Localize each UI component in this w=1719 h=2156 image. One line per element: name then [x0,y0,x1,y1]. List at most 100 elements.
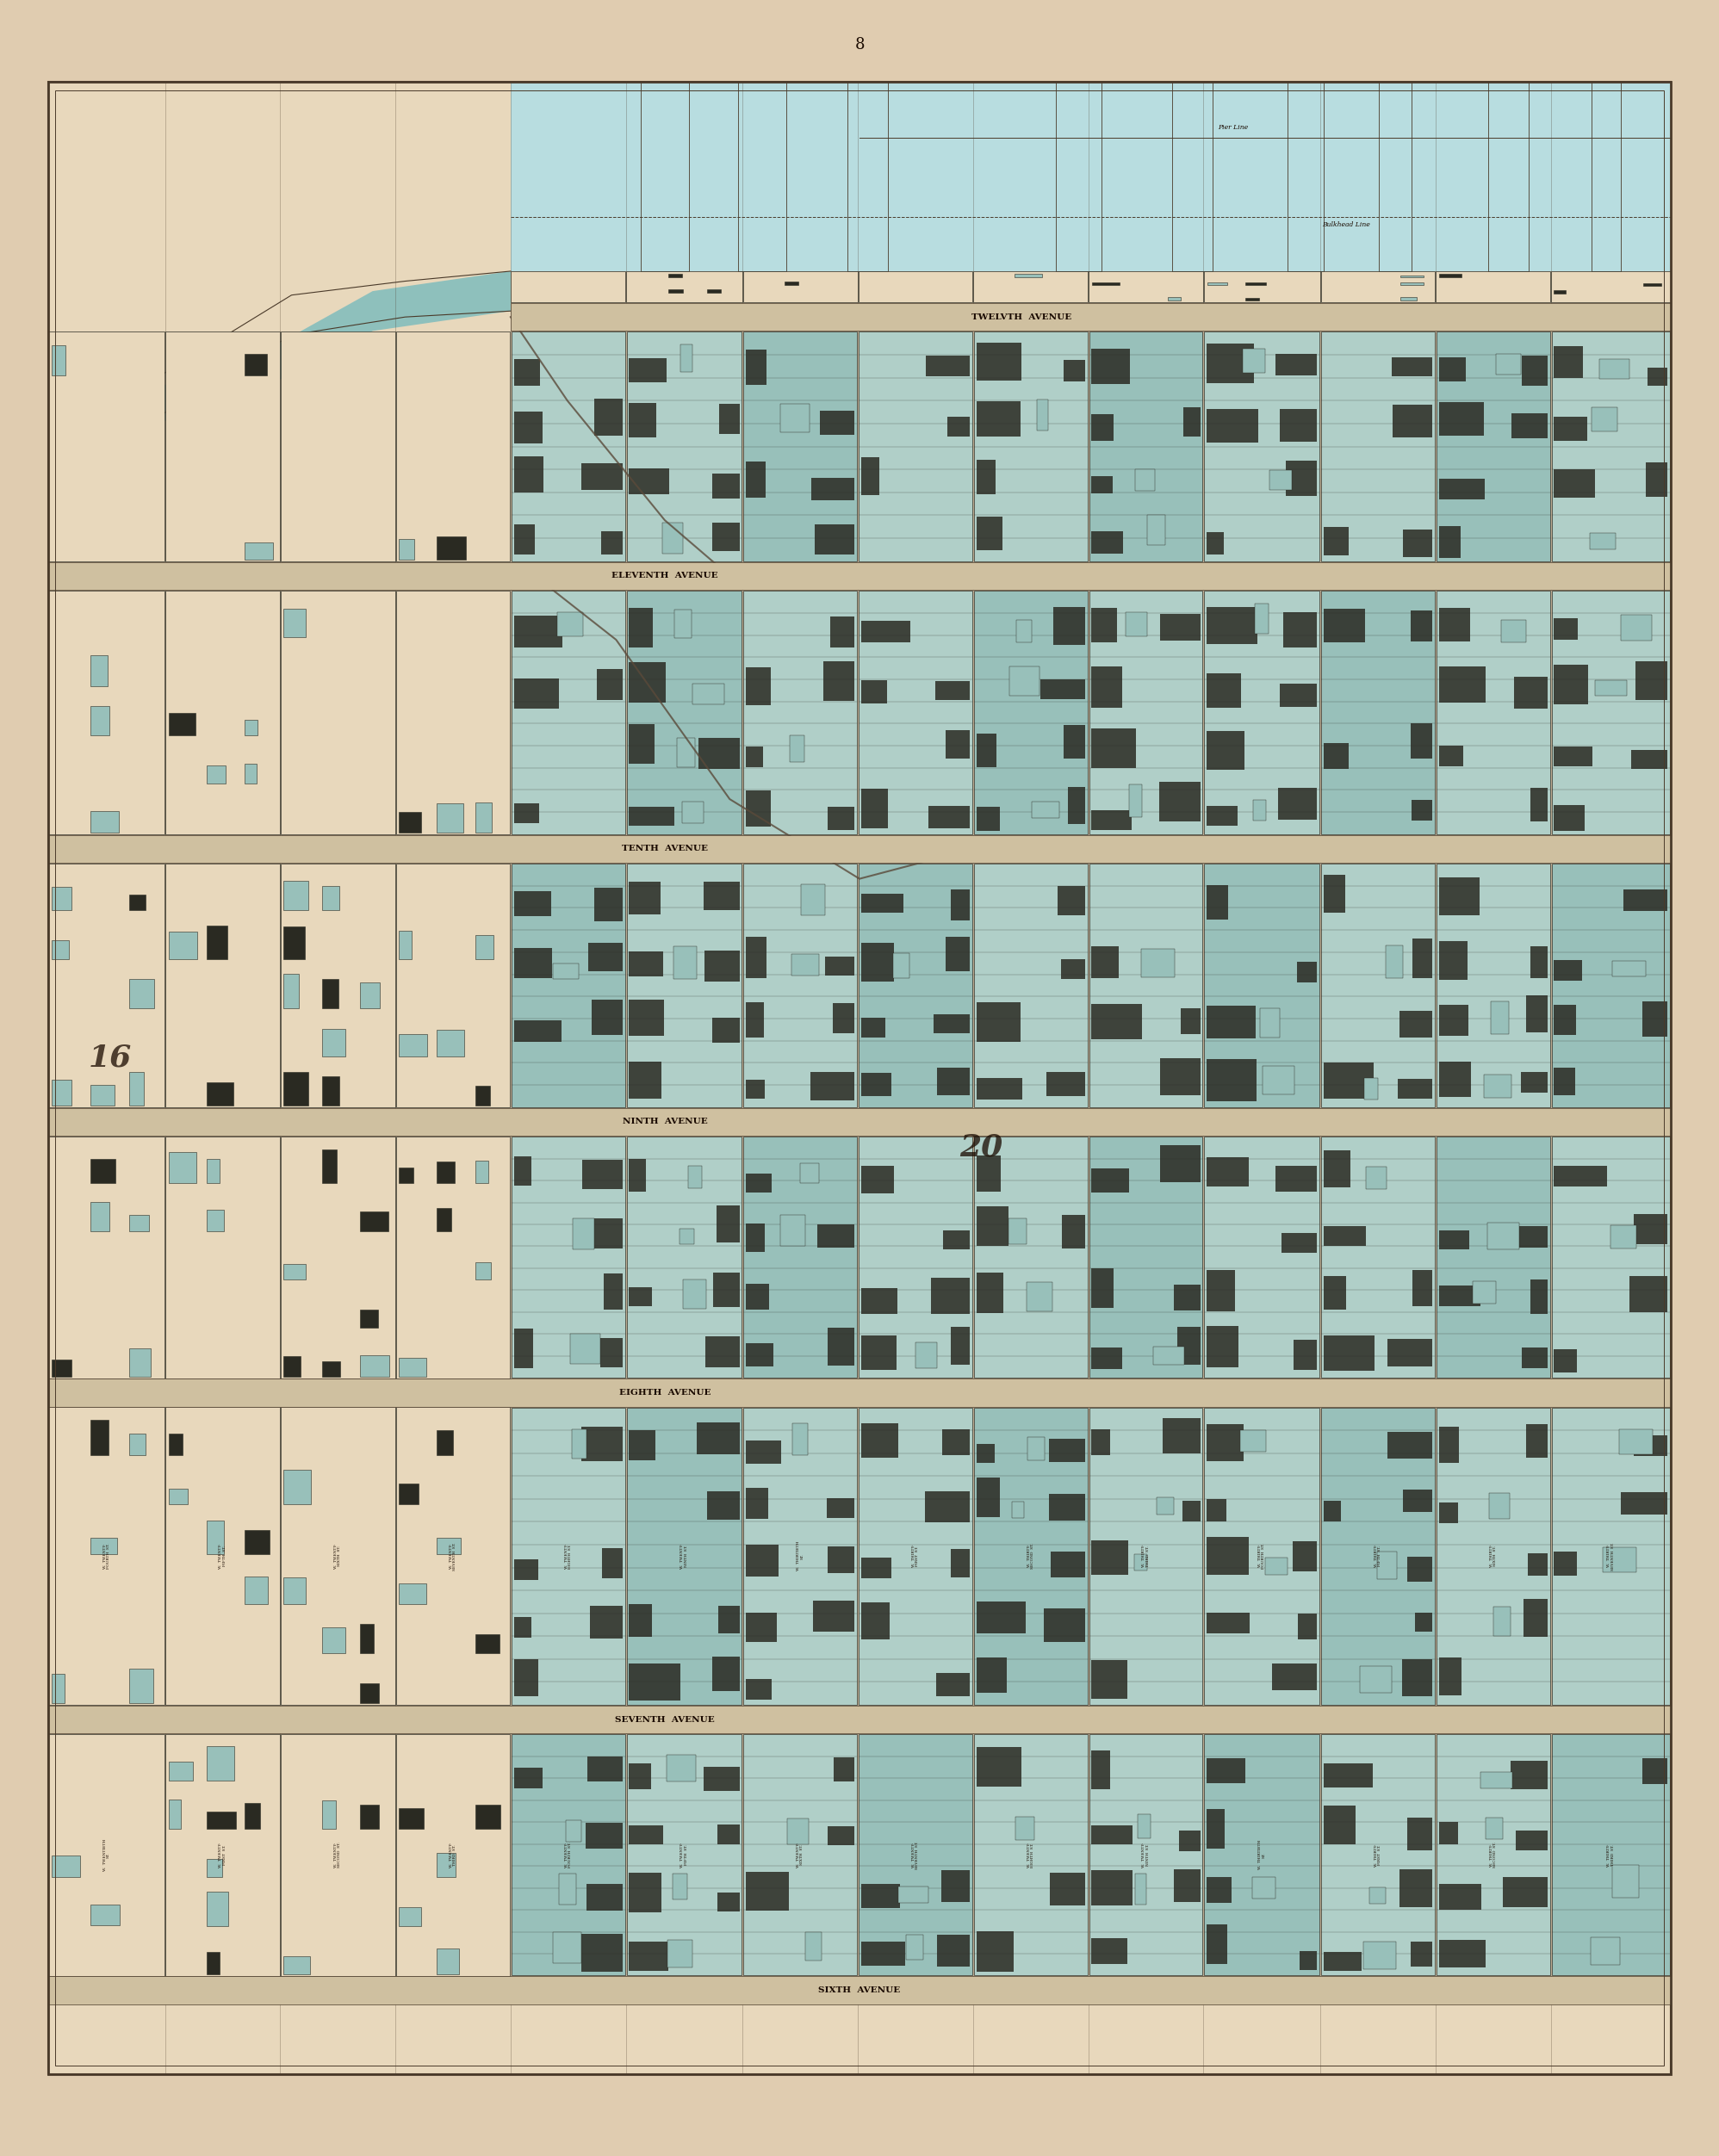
Bar [129,1216,150,1231]
Bar [1043,1608,1085,1643]
Bar [976,1445,995,1464]
Bar [48,563,1671,591]
Bar [280,591,395,834]
Bar [1207,1757,1246,1783]
Bar [746,1871,789,1910]
Bar [1126,612,1147,636]
Bar [746,938,767,979]
Bar [1092,414,1114,440]
Bar [206,925,227,959]
Bar [514,1660,538,1697]
Bar [1437,1408,1551,1705]
Bar [1602,1548,1636,1572]
Bar [746,1680,772,1699]
Bar [1014,274,1042,278]
Bar [514,1768,541,1787]
Bar [1437,1136,1551,1378]
Bar [399,1358,426,1376]
Bar [945,938,970,970]
Bar [91,1084,115,1106]
Bar [975,1408,1088,1705]
Bar [280,1136,395,1378]
Bar [817,1225,854,1248]
Bar [789,735,804,761]
Bar [52,886,72,910]
Bar [165,1136,280,1378]
Bar [244,354,266,375]
Bar [1262,1067,1294,1095]
Text: W.  THIRTY-
SECOND  ST.: W. THIRTY- SECOND ST. [1028,1544,1035,1570]
Bar [1320,272,1435,302]
Bar [284,1578,306,1604]
Bar [860,591,973,834]
Bar [1012,1503,1025,1518]
Bar [284,608,306,638]
Bar [1439,746,1463,768]
Bar [951,1328,970,1365]
Bar [1207,1809,1226,1848]
Bar [1363,1940,1396,1968]
Bar [1293,1542,1317,1572]
Bar [1643,282,1661,285]
Bar [861,457,880,494]
Bar [1521,1072,1547,1093]
Bar [1160,1145,1200,1181]
Bar [1092,1938,1128,1964]
Bar [629,951,664,977]
Bar [1483,1074,1511,1097]
Bar [1611,1225,1636,1248]
Bar [1157,1498,1174,1516]
Text: W.  TWENTY-
NINTH  ST.: W. TWENTY- NINTH ST. [681,1544,688,1570]
Bar [1386,946,1403,979]
Bar [744,865,858,1106]
Bar [1246,298,1260,300]
Bar [1207,1925,1227,1964]
Bar [746,1003,763,1037]
Bar [823,662,854,701]
Bar [165,862,280,1108]
Bar [801,1162,820,1184]
Bar [206,1082,234,1106]
Bar [514,412,541,444]
Bar [1205,865,1320,1106]
Bar [1090,332,1203,561]
Bar [976,1078,1023,1100]
Bar [1635,1436,1667,1455]
Text: W.  TWENTY-
SIXTH  ST.: W. TWENTY- SIXTH ST. [333,1544,342,1570]
Bar [52,1080,70,1106]
Text: SIXTH  AVENUE: SIXTH AVENUE [818,1986,901,1994]
Bar [827,1498,854,1518]
Bar [1411,610,1432,642]
Bar [1554,619,1578,640]
Text: TWELVTH  AVENUE: TWELVTH AVENUE [971,313,1073,321]
Bar [1399,298,1416,300]
Bar [1439,526,1461,558]
Text: 16: 16 [88,1044,131,1074]
Bar [1502,1876,1547,1908]
Bar [52,1673,65,1703]
Bar [1207,1878,1231,1904]
Bar [860,865,973,1106]
Bar [811,1072,854,1100]
Bar [588,942,622,970]
Bar [52,345,65,375]
Bar [861,942,894,981]
Bar [1322,332,1435,561]
Bar [165,591,280,834]
Bar [1554,291,1566,293]
Bar [581,1427,622,1462]
Bar [1183,1501,1200,1522]
Bar [708,1492,739,1520]
Bar [1554,1350,1576,1373]
Bar [1592,82,1621,272]
Bar [1090,865,1203,1106]
Bar [1621,614,1652,640]
Bar [976,343,1021,379]
Bar [91,811,119,832]
Bar [1379,82,1411,272]
Bar [512,591,626,834]
Bar [588,1757,622,1781]
Text: SEVENTH  AVENUE: SEVENTH AVENUE [615,1716,715,1723]
Bar [1439,1940,1485,1966]
Bar [801,884,825,914]
